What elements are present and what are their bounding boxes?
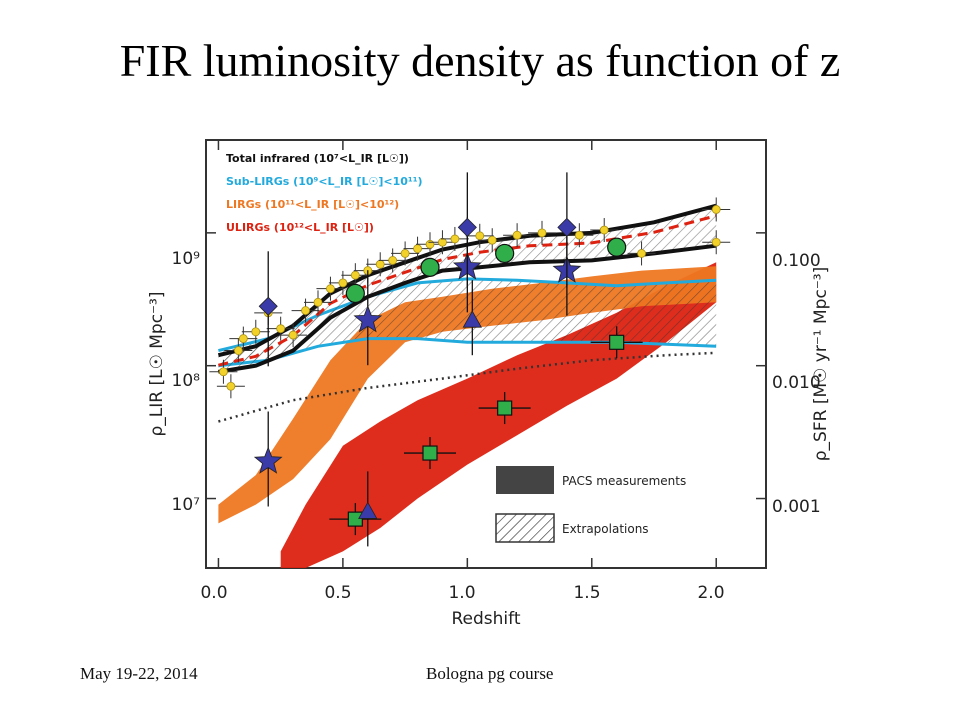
key-label: Extrapolations [562, 522, 649, 536]
footer-course: Bologna pg course [426, 664, 554, 683]
blue-triangle-point [462, 310, 482, 328]
yellow-data-point [425, 239, 435, 249]
luminosity-density-chart: 0.0 0.5 1.0 1.5 2.0 10⁷ 10⁸ 10⁹ 0.001 0.… [147, 139, 831, 629]
legend-entry: LIRGs (10¹¹<L_IR [L☉]<10¹²) [226, 198, 399, 211]
yellow-data-point [313, 297, 323, 307]
key-label: PACS measurements [562, 474, 686, 488]
yellow-data-point [276, 324, 286, 334]
green-square-point [347, 511, 363, 527]
green-square-point [609, 334, 625, 350]
slide-title: FIR luminosity density as function of z [119, 35, 841, 86]
x-tick-label: 1.5 [573, 583, 600, 603]
x-axis-label: Redshift [451, 609, 520, 629]
key-swatch-hatched [495, 513, 555, 543]
yellow-data-point [537, 228, 547, 238]
yellow-data-point [238, 334, 248, 343]
footer-date: May 19-22, 2014 [80, 664, 198, 683]
yellow-data-point [338, 278, 348, 288]
yellow-data-point [233, 346, 243, 355]
yellow-data-point [400, 249, 410, 258]
yellow-data-point [475, 231, 485, 241]
yellow-data-point [251, 327, 261, 337]
legend-entry: Total infrared (10⁷<L_IR [L☉]) [226, 152, 409, 165]
green-square-point [422, 445, 438, 461]
blue-star-point [353, 305, 383, 333]
yellow-data-point [450, 234, 460, 244]
yellow-data-point [512, 230, 522, 240]
y-right-axis-label: ρ_SFR [M☉ yr⁻¹ Mpc⁻³] [811, 267, 831, 462]
y-tick-label: 10⁸ [172, 371, 201, 391]
yellow-data-point [711, 237, 721, 247]
yellow-data-point [599, 225, 609, 235]
blue-diamond-point [258, 296, 278, 316]
yellow-data-point [226, 381, 236, 391]
yellow-data-point [413, 244, 422, 254]
blue-triangle-point [358, 501, 378, 519]
y-right-tick-label: 0.001 [772, 497, 821, 517]
yellow-data-point [487, 235, 497, 245]
blue-star-point [253, 446, 283, 474]
green-circle-point [345, 283, 365, 304]
green-circle-point [607, 237, 627, 257]
green-square-point [497, 400, 513, 416]
yellow-data-point [711, 205, 721, 214]
legend-entry: Sub-LIRGs (10⁹<L_IR [L☉]<10¹¹) [226, 175, 423, 188]
y-right-tick-label: 0.010 [772, 373, 821, 393]
blue-diamond-point [457, 217, 477, 237]
yellow-data-point [219, 367, 228, 377]
x-tick-label: 0.0 [200, 583, 227, 603]
total-infrared-band [218, 205, 717, 372]
plot-frame [205, 139, 767, 569]
green-circle-point [420, 257, 440, 277]
y-tick-label: 10⁷ [172, 495, 201, 515]
yellow-data-point [301, 306, 310, 315]
key-swatch-solid [496, 466, 554, 494]
legend-entry: ULIRGs (10¹²<L_IR [L☉]) [226, 221, 374, 234]
yellow-data-point [326, 284, 335, 294]
yellow-data-point [388, 256, 398, 265]
yellow-data-point [288, 330, 298, 340]
total-infrared-lower-line [218, 243, 717, 374]
yellow-data-point [637, 249, 646, 258]
green-circle-point [495, 243, 515, 264]
dotted-reference-line [218, 351, 717, 423]
x-tick-label: 1.0 [448, 583, 475, 603]
x-tick-label: 0.5 [324, 583, 351, 603]
yellow-data-point [375, 259, 385, 269]
yellow-data-point [438, 237, 447, 247]
y-tick-label: 10⁹ [172, 249, 201, 269]
blue-diamond-point [557, 217, 577, 237]
y-axis-label: ρ_LIR [L☉ Mpc⁻³] [147, 292, 167, 437]
sub-lirgs-lower-line [218, 337, 717, 368]
yellow-data-point [350, 270, 360, 280]
yellow-data-point [574, 230, 584, 240]
x-tick-label: 2.0 [697, 583, 724, 603]
y-right-tick-label: 0.100 [772, 251, 821, 271]
